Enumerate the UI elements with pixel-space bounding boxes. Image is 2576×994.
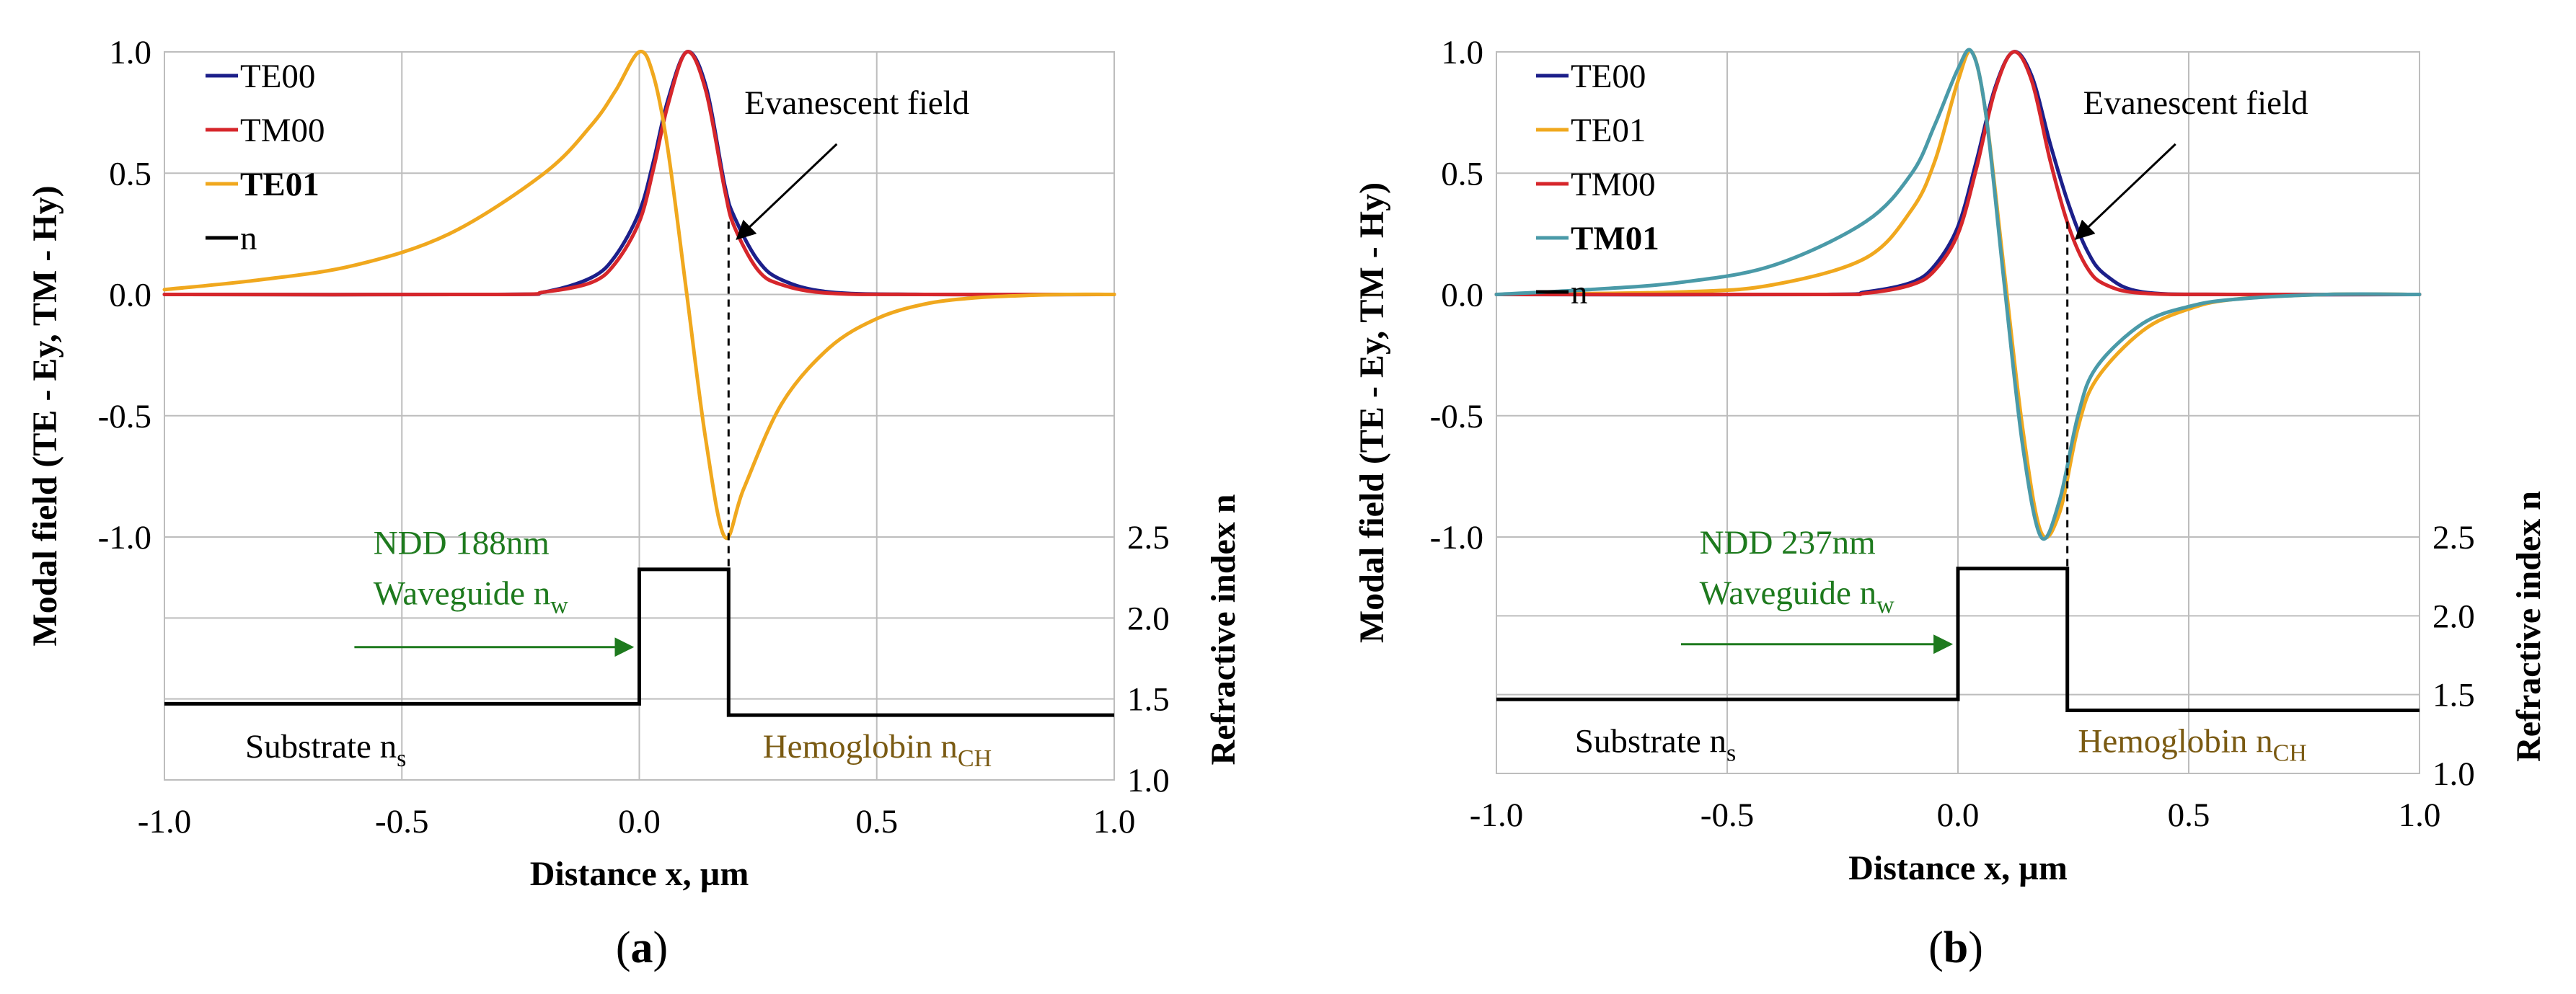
refractive-index-profile [164, 567, 1114, 717]
legend-label: TM01 [1571, 220, 1659, 257]
refractive-index-profile [1496, 567, 2420, 712]
legend-label: TE00 [1571, 58, 1646, 95]
legend-label: TM00 [1571, 166, 1656, 203]
substrate-label-main: Substrate n [1575, 722, 1726, 760]
y2-tick-label: 2.0 [2432, 598, 2475, 635]
plot-frame [1496, 51, 2420, 774]
x-tick-label: -1.0 [1470, 796, 1523, 834]
waveguide-label-subscript: w [1876, 592, 1894, 618]
evanescent-arrow [2074, 143, 2176, 240]
panel-caption: (b) [1928, 923, 1983, 972]
ndd-label: NDD 188nm [374, 525, 550, 562]
substrate-label: Substrate ns [1575, 722, 1736, 766]
x-tick-label: 0.5 [855, 803, 898, 840]
x-tick-label: 1.0 [1093, 803, 1136, 840]
x-tick-label: -0.5 [1701, 796, 1754, 834]
evanescent-label: Evanescent field [2083, 84, 2308, 122]
caption-open-paren: ( [616, 923, 631, 972]
x-tick-label: -0.5 [375, 803, 428, 840]
substrate-label-subscript: s [397, 745, 406, 772]
legend-label: TE00 [240, 58, 315, 95]
ndd-label: NDD 237nm [1700, 524, 1876, 562]
panel-b: 1.0 0.5 0.0 -0.5 -1.0 2.5 2.0 1.5 1.0 -1.0 -0.5 0.0… [1353, 34, 2548, 972]
x-axis-label: Distance x, µm [530, 855, 749, 893]
hemoglobin-label-subscript: CH [2273, 740, 2307, 766]
substrate-label-main: Substrate n [245, 728, 397, 766]
series-line-te01 [162, 50, 1116, 541]
waveguide-label-subscript: w [550, 593, 568, 619]
legend-label: n [1571, 274, 1588, 311]
hemoglobin-label: Hemoglobin nCH [2078, 722, 2306, 766]
series-line-tm00 [162, 50, 1116, 297]
series-line-tm00 [1494, 50, 2422, 297]
y2-tick-label: 1.0 [1127, 762, 1170, 799]
y2-tick-label: 1.5 [2432, 677, 2475, 714]
caption-close-paren: ) [1968, 923, 1983, 972]
y-tick-label: 0.5 [109, 155, 151, 192]
waveguide-label-main: Waveguide n [1700, 574, 1877, 612]
caption-open-paren: ( [1928, 923, 1944, 972]
hemoglobin-label-main: Hemoglobin n [2078, 722, 2272, 760]
x-tick-label: -1.0 [138, 803, 191, 840]
y2-tick-label: 2.5 [1127, 519, 1170, 556]
waveguide-label: Waveguide nw [1700, 574, 1895, 618]
caption-letter: a [631, 923, 653, 972]
y-tick-label: -1.0 [1430, 519, 1483, 556]
y-tick-label: 0.0 [109, 277, 151, 314]
hemoglobin-label-subscript: CH [958, 745, 992, 772]
y2-tick-label: 1.0 [2432, 755, 2475, 793]
y2-axis-label: Refractive index n [2510, 491, 2548, 762]
panel-a: 1.0 0.5 0.0 -0.5 -1.0 2.5 2.0 1.5 1.0 -1.0 -0.5 0.0… [26, 34, 1243, 972]
y2-tick-label: 1.5 [1127, 681, 1170, 719]
caption-letter: b [1944, 923, 1968, 972]
y-tick-label: 0.0 [1441, 277, 1483, 314]
y-tick-label: 1.0 [109, 34, 151, 71]
series-line-tm01 [1494, 48, 2422, 541]
substrate-label-subscript: s [1726, 740, 1736, 766]
evanescent-arrow [736, 143, 838, 240]
y-tick-label: -0.5 [98, 398, 151, 435]
hemoglobin-label-main: Hemoglobin n [763, 728, 958, 766]
y2-axis-label: Refractive index n [1204, 494, 1243, 766]
substrate-label: Substrate ns [245, 728, 406, 772]
legend-label: n [240, 220, 257, 257]
waveguide-label-main: Waveguide n [374, 575, 551, 613]
y2-tick-label: 2.5 [2432, 519, 2475, 556]
waveguide-label: Waveguide nw [374, 575, 569, 619]
y-tick-label: -1.0 [98, 519, 151, 556]
x-tick-label: 0.0 [1937, 796, 1980, 834]
legend-label: TE01 [1571, 112, 1646, 149]
y-tick-label: -0.5 [1430, 398, 1483, 435]
legend-label: TM00 [240, 112, 325, 149]
legend-label: TE01 [240, 166, 319, 203]
y-tick-label: 1.0 [1441, 34, 1483, 71]
y-axis-label: Modal field (TE - Ey, TM - Hy) [1353, 182, 1391, 643]
x-axis-label: Distance x, µm [1848, 849, 2068, 887]
panel-caption: (a) [616, 923, 668, 972]
evanescent-label: Evanescent field [744, 84, 969, 122]
y2-tick-label: 2.0 [1127, 600, 1170, 637]
y-axis-label: Modal field (TE - Ey, TM - Hy) [26, 185, 64, 646]
x-tick-label: 0.0 [618, 803, 661, 840]
y-tick-label: 0.5 [1441, 155, 1483, 192]
caption-close-paren: ) [653, 923, 669, 972]
x-tick-label: 0.5 [2168, 796, 2210, 834]
hemoglobin-label: Hemoglobin nCH [763, 728, 992, 772]
x-tick-label: 1.0 [2399, 796, 2441, 834]
